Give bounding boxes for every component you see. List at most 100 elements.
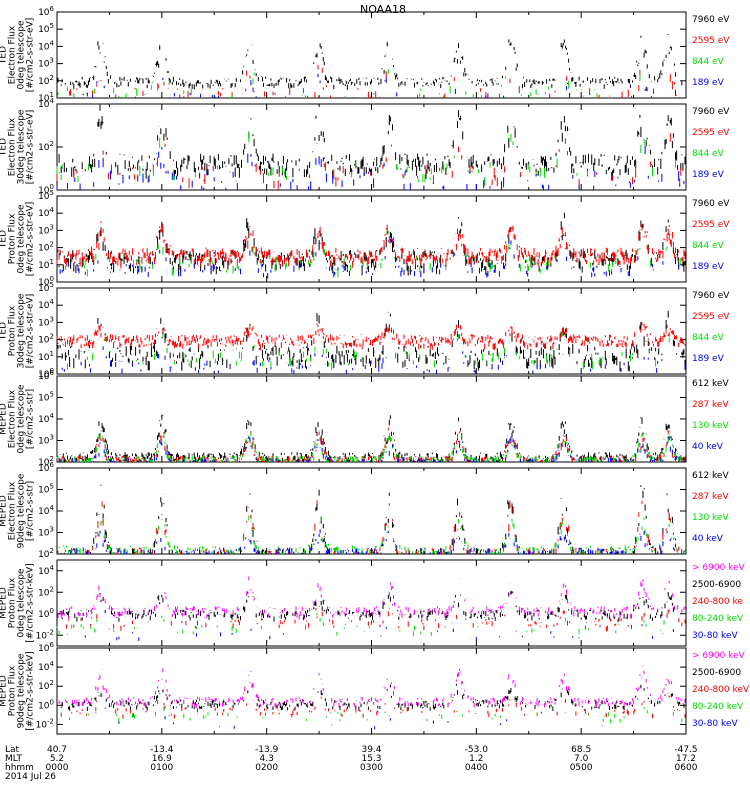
legend-entry: 2500-6900 [692,668,741,678]
series-844-ev [64,230,682,278]
time-tick-hhmm: 0200 [255,763,278,773]
y-tick-label: 100 [38,275,54,288]
y-tick-label: 105 [38,483,54,496]
series-2595-ev [56,322,686,351]
y-tick-label: 106 [38,369,54,382]
legend-entry: 30-80 keV [692,631,738,641]
chart-title: NOAA18 [360,3,406,16]
time-tick-hhmm: 0500 [570,763,593,773]
y-axis-label: TEDElectron Flux0deg telescope[#/cm2-s-s… [0,18,36,93]
legend-entry: 7960 eV [692,199,730,209]
y-tick-label: 106 [38,461,54,474]
series-844-ev [67,332,670,371]
y-tick-label: 100 [38,367,54,380]
time-tick-mlt: 5.2 [50,754,64,764]
time-tick-lat: 40.7 [47,745,67,755]
row-label-hhmm: hhmm [5,763,34,773]
time-tick-lat: 39.4 [361,745,381,755]
y-tick-label: 104 [38,298,54,311]
series-40-kev [59,529,683,554]
series-2595-ev [56,221,686,269]
time-tick-mlt: 15.3 [361,754,381,764]
legend-entry: 2595 eV [692,220,730,230]
time-tick-mlt: 17.2 [676,754,696,764]
y-axis-label: MEPEDElectron Flux90deg telescope[#/cm2-… [0,473,36,548]
y-axis-label: TEDProton Flux0deg telescope[#/cm2-s-str… [0,202,36,277]
series-2500-6900 [58,590,674,622]
series-2595-ev [56,132,682,190]
y-axis-label: TEDElectron Flux30deg telescope[#/cm2-s-… [0,109,36,184]
y-axis-label: MEPEDProton Flux90deg telescope[#/cm2-s-… [0,651,36,730]
y-tick-label: 101 [38,350,54,363]
y-tick-label: 104 [38,412,54,425]
legend-entry: 189 eV [692,354,725,364]
legend-entry: 844 eV [692,57,725,67]
legend-entry: 40 keV [692,442,724,452]
time-tick-hhmm: 0300 [360,763,383,773]
time-tick-hhmm: 0000 [46,763,69,773]
series-189-ev [69,73,681,98]
series-7960-ev [56,104,686,180]
y-tick-label: 103 [38,57,54,70]
y-tick-label: 106 [38,5,54,18]
y-tick-label: 103 [38,315,54,328]
legend-entry: 287 keV [692,492,729,502]
legend-entry: 7960 eV [692,291,730,301]
y-tick-label: 102 [38,241,54,254]
y-tick-label: 102 [38,547,54,560]
legend-entry: 2500-6900 [692,580,741,590]
legend-entry: 130 keV [692,421,729,431]
date-label: 2014 Jul 26 [5,772,56,782]
series-240-800-ke [65,606,686,632]
row-label-lat: Lat [5,745,20,755]
time-tick-lat: -53.0 [465,745,489,755]
series-612-kev [56,414,686,462]
legend-entry: 80-240 keV [692,702,744,712]
legend-entry: 2595 eV [692,128,730,138]
legend-entry: 189 eV [692,170,725,180]
y-tick-label: 102 [38,333,54,346]
time-tick-mlt: 16.9 [152,754,172,764]
series-844-ev [56,131,676,186]
y-tick-label: 106 [38,641,54,654]
y-tick-label: 104 [38,504,54,517]
panel-frame [56,11,687,99]
y-tick-label: 105 [38,281,54,294]
y-tick-label: 10-2 [36,628,54,641]
y-tick-label: 100 [38,183,54,196]
legend-entry: 2595 eV [692,312,730,322]
y-tick-label: 104 [38,660,54,673]
legend-entry: 2595 eV [692,36,730,46]
series-40-kev [58,434,685,462]
legend-entry: 240-800 keV [692,685,750,695]
time-tick-lat: -13.4 [150,745,174,755]
legend-entry: 844 eV [692,333,725,343]
y-tick-label: 101 [38,91,54,104]
series-130-kev [58,513,686,554]
series-189-ev [59,238,680,279]
panel-frame [56,375,687,463]
y-tick-label: 104 [38,39,54,52]
time-tick-mlt: 1.2 [469,754,483,764]
series-7960-ev [56,212,686,277]
series-844-ev [57,69,641,98]
y-tick-label: 103 [38,434,54,447]
y-tick-label: 104 [38,97,54,110]
panel-frame [56,103,687,191]
panel-frame [56,467,687,555]
panel-frame [56,195,687,283]
y-tick-label: 105 [38,391,54,404]
y-tick-label: 102 [38,679,54,692]
y-tick-label: 102 [38,74,54,87]
legend-entry: 612 keV [692,471,729,481]
row-label-mlt: MLT [5,754,23,764]
series-287-kev [57,493,680,554]
